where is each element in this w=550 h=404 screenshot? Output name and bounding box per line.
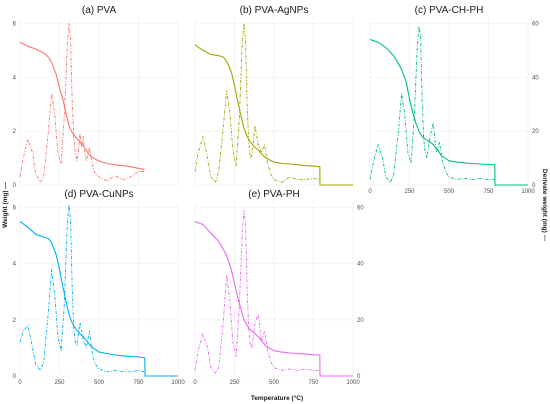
x-tick-label: 500	[269, 380, 280, 386]
x-tick-label: 1000	[521, 189, 535, 195]
derivative-line	[19, 204, 178, 377]
panel-1: 0 2 4 6 (a) PVA	[13, 5, 179, 189]
y-axis-title-left: Weight (mg) —	[2, 182, 9, 228]
x-tick-label: 250	[229, 380, 240, 386]
x-tick-label: 0	[18, 380, 22, 386]
derivative-line	[194, 209, 353, 377]
panel-title: (d) PVA-CuNPs	[64, 189, 133, 200]
panel-title: (a) PVA	[82, 5, 117, 16]
x-tick-label: 750	[308, 380, 319, 386]
panel-title: (e) PVA-PH	[248, 189, 300, 200]
y-tick-label: 20	[357, 318, 364, 324]
y-tick-label: 2	[13, 318, 17, 324]
weight-line	[19, 41, 145, 170]
derivative-line	[369, 25, 528, 186]
y-tick-label: 40	[532, 75, 539, 81]
y-tick-label: 20	[532, 129, 539, 135]
y-tick-label: 60	[357, 206, 364, 212]
x-tick-label: 500	[94, 380, 105, 386]
panel-4: 0 250 500 750 1000 0 2 4 6 (d) PVA-CuNPs	[13, 189, 186, 386]
weight-line	[194, 44, 353, 186]
y-tick-label: 6	[13, 21, 17, 27]
panel-title: (c) PVA-CH-PH	[415, 5, 484, 16]
y-tick-label: 2	[13, 129, 17, 135]
y-tick-label: 0	[357, 374, 361, 380]
weight-line	[194, 221, 353, 377]
y-tick-label: 0	[13, 374, 17, 380]
y-tick-label: 60	[532, 21, 539, 27]
y-tick-label: 0	[13, 183, 17, 189]
x-tick-label: 1000	[171, 380, 185, 386]
weight-line	[369, 38, 528, 186]
x-tick-label: 250	[54, 380, 65, 386]
x-tick-label: 500	[444, 189, 455, 195]
x-tick-label: 750	[483, 189, 494, 195]
y-tick-label: 0	[532, 183, 536, 189]
x-tick-label: 250	[404, 189, 415, 195]
x-tick-label: 0	[193, 380, 197, 386]
y-tick-label: 40	[357, 262, 364, 268]
derivative-line	[194, 22, 353, 186]
x-tick-label: 750	[133, 380, 144, 386]
y-tick-label: 4	[13, 262, 17, 268]
x-tick-label: 0	[368, 189, 372, 195]
y-axis-title-right: Derivate weight (mg) ---	[541, 169, 548, 241]
panel-title: (b) PVA-AgNPs	[240, 5, 309, 16]
y-tick-label: 4	[13, 75, 17, 81]
y-tick-label: 6	[13, 206, 17, 212]
x-axis-title: Temperature (°C)	[251, 394, 303, 402]
derivative-line	[19, 22, 145, 183]
panel-2: (b) PVA-AgNPs	[194, 5, 354, 186]
weight-line	[19, 221, 178, 377]
x-tick-label: 1000	[346, 380, 360, 386]
